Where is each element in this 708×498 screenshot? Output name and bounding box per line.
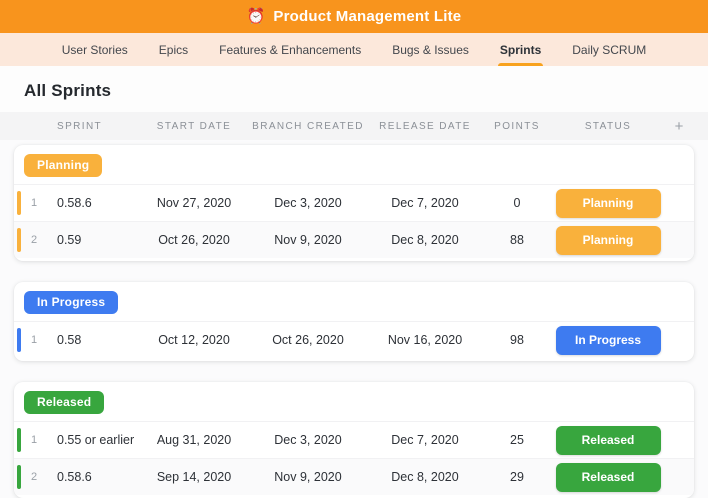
row-accent-bar [17,328,21,352]
group-badge-released: Released [24,391,105,414]
branch-created: Dec 3, 2020 [274,433,342,447]
row-accent-bar [17,465,21,489]
points-value: 98 [510,333,524,347]
row-accent-bar [17,428,21,452]
start-date: Aug 31, 2020 [156,433,232,447]
app-title: Product Management Lite [273,8,462,25]
group-badge-planning: Planning [24,154,103,177]
row-number: 1 [30,197,38,209]
table-row[interactable]: 1 0.55 or earlier Aug 31, 2020 Dec 3, 20… [14,421,694,458]
status-button[interactable]: Planning [555,188,661,218]
start-date: Oct 26, 2020 [158,233,230,247]
col-header-sprint: SPRINT [57,120,103,132]
sprint-name: 0.59 [57,233,82,247]
sprint-name: 0.55 or earlier [57,433,135,447]
status-button[interactable]: Released [555,462,661,492]
tab-user-stories[interactable]: User Stories [61,42,128,57]
start-date: Nov 27, 2020 [156,196,232,210]
status-button[interactable]: Released [555,425,661,455]
row-number: 2 [30,234,38,246]
release-date: Dec 7, 2020 [391,433,459,447]
group-badge-in-progress: In Progress [24,291,119,314]
row-number: 1 [30,334,38,346]
table-row[interactable]: 2 0.58.6 Sep 14, 2020 Nov 9, 2020 Dec 8,… [14,458,694,495]
nav-tabs: User Stories Epics Features & Enhancemen… [0,33,708,66]
status-button[interactable]: Planning [555,225,661,255]
tab-epics[interactable]: Epics [158,42,189,57]
branch-created: Nov 9, 2020 [274,470,342,484]
points-value: 0 [513,196,521,210]
branch-created: Oct 26, 2020 [272,333,344,347]
start-date: Sep 14, 2020 [156,470,232,484]
branch-created: Nov 9, 2020 [274,233,342,247]
table-row[interactable]: 2 0.59 Oct 26, 2020 Nov 9, 2020 Dec 8, 2… [14,221,694,258]
release-date: Dec 8, 2020 [391,233,459,247]
row-accent-bar [17,228,21,252]
release-date: Dec 7, 2020 [391,196,459,210]
release-date: Nov 16, 2020 [387,333,463,347]
row-accent-bar [17,191,21,215]
sprint-group-planning: Planning 1 0.58.6 Nov 27, 2020 Dec 3, 20… [14,145,694,261]
sprint-name: 0.58 [57,333,82,347]
add-column-button[interactable]: + [674,117,684,135]
points-value: 25 [510,433,524,447]
row-number: 2 [30,471,38,483]
sprint-name: 0.58.6 [57,470,92,484]
branch-created: Dec 3, 2020 [274,196,342,210]
page-title: All Sprints [24,81,112,100]
group-badge-row: Planning [14,145,694,184]
group-badge-row: Released [14,382,694,421]
group-badge-row: In Progress [14,282,694,321]
status-button[interactable]: In Progress [555,325,661,355]
tab-features-enhancements[interactable]: Features & Enhancements [219,42,362,57]
sprint-name: 0.58.6 [57,196,92,210]
alarm-clock-icon: ⏰ [246,8,266,25]
sprint-group-released: Released 1 0.55 or earlier Aug 31, 2020 … [14,382,694,498]
app-header: ⏰ Product Management Lite [0,0,708,33]
points-value: 29 [510,470,524,484]
tab-daily-scrum[interactable]: Daily SCRUM [572,42,647,57]
start-date: Oct 12, 2020 [158,333,230,347]
points-value: 88 [510,233,524,247]
table-row[interactable]: 1 0.58.6 Nov 27, 2020 Dec 3, 2020 Dec 7,… [14,184,694,221]
release-date: Dec 8, 2020 [391,470,459,484]
col-header-release-date: RELEASE DATE [379,120,471,132]
col-header-status: STATUS [584,120,632,132]
col-header-points: POINTS [494,120,540,132]
page-head: All Sprints [0,66,708,112]
row-number: 1 [30,434,38,446]
col-header-start-date: START DATE [156,120,232,132]
table-row[interactable]: 1 0.58 Oct 12, 2020 Oct 26, 2020 Nov 16,… [14,321,694,358]
tab-sprints[interactable]: Sprints [497,33,544,66]
col-header-branch-created: BRANCH CREATED [252,120,364,132]
sprint-group-in-progress: In Progress 1 0.58 Oct 12, 2020 Oct 26, … [14,282,694,361]
tab-bugs-issues[interactable]: Bugs & Issues [392,42,469,57]
table-header-row: SPRINT START DATE BRANCH CREATED RELEASE… [0,112,708,140]
